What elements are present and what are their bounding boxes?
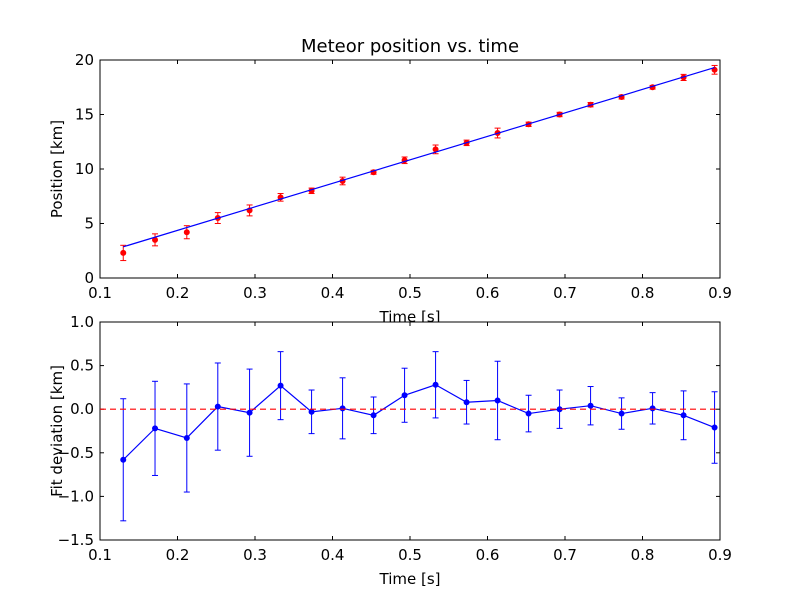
deviation-series-errorbar-line <box>120 351 718 522</box>
linear-fit-line <box>123 66 715 248</box>
y-tick-label: 5 <box>84 215 94 233</box>
data-point <box>214 403 221 410</box>
y-tick-label: 10 <box>75 160 94 178</box>
x-tick-label: 0.7 <box>553 546 577 564</box>
y-tick-label: 15 <box>75 106 94 124</box>
y-tick-label: −1.5 <box>58 531 94 549</box>
y-tick-label: −1.0 <box>58 487 94 505</box>
deviation-axes-frame <box>99 321 721 541</box>
data-point <box>246 409 253 416</box>
data-point <box>463 399 470 406</box>
y-tick-label: 0 <box>84 269 94 287</box>
position-y-axis-label: Position [km] <box>48 120 66 218</box>
position-panel: 0.1 0.2 0.3 0.4 0.5 0.6 0.7 0.8 0.9 0 5 10 15 20 Meteo… <box>48 36 732 326</box>
x-tick-label: 0.4 <box>321 546 345 564</box>
y-tick-label: 0.5 <box>70 357 94 375</box>
data-point <box>339 405 346 412</box>
position-chart-title: Meteor position vs. time <box>301 36 519 57</box>
x-tick-label: 0.6 <box>476 546 500 564</box>
y-tick-label: 20 <box>75 51 94 69</box>
deviation-line <box>122 384 715 461</box>
x-tick-label: 0.3 <box>243 546 267 564</box>
y-tick-label: −0.5 <box>58 444 94 462</box>
x-tick-label: 0.6 <box>476 284 500 302</box>
data-point <box>370 412 377 419</box>
deviation-y-axis-label: Fit deviation [km] <box>48 365 66 497</box>
y-tick-label: 1.0 <box>70 313 94 331</box>
data-point <box>183 229 190 236</box>
x-tick-label: 0.2 <box>166 284 190 302</box>
deviation-x-axis-label: Time [s] <box>379 570 441 588</box>
x-tick-label: 0.3 <box>243 284 267 302</box>
y-tick-label: 0.0 <box>70 400 94 418</box>
x-tick-label: 0.8 <box>631 546 655 564</box>
x-tick-label: 0.2 <box>166 546 190 564</box>
data-point <box>525 410 532 417</box>
data-point <box>120 456 127 463</box>
data-point <box>308 408 315 415</box>
deviation-panel: 0.1 0.2 0.3 0.4 0.5 0.6 0.7 0.8 0.9 −1.5 −1.0 −0.5 0… <box>48 313 732 588</box>
position-series-fit-line <box>123 66 715 248</box>
data-point <box>401 392 408 399</box>
data-point <box>649 405 656 412</box>
data-point <box>711 424 718 431</box>
position-axes-frame <box>99 59 721 279</box>
x-tick-label: 0.5 <box>398 546 422 564</box>
data-point <box>432 381 439 388</box>
x-tick-label: 0.5 <box>398 284 422 302</box>
data-point <box>680 412 687 419</box>
data-point <box>183 434 190 441</box>
x-tick-label: 0.4 <box>321 284 345 302</box>
x-tick-label: 0.9 <box>708 284 732 302</box>
x-tick-label: 0.1 <box>88 284 112 302</box>
x-tick-label: 0.7 <box>553 284 577 302</box>
data-point <box>120 249 127 256</box>
x-tick-label: 0.8 <box>631 284 655 302</box>
x-tick-label: 0.1 <box>88 546 112 564</box>
x-tick-label: 0.9 <box>708 546 732 564</box>
data-point <box>711 66 718 73</box>
data-point <box>587 402 594 409</box>
data-point <box>494 397 501 404</box>
data-point <box>152 425 159 432</box>
data-point <box>618 410 625 417</box>
data-point <box>277 382 284 389</box>
